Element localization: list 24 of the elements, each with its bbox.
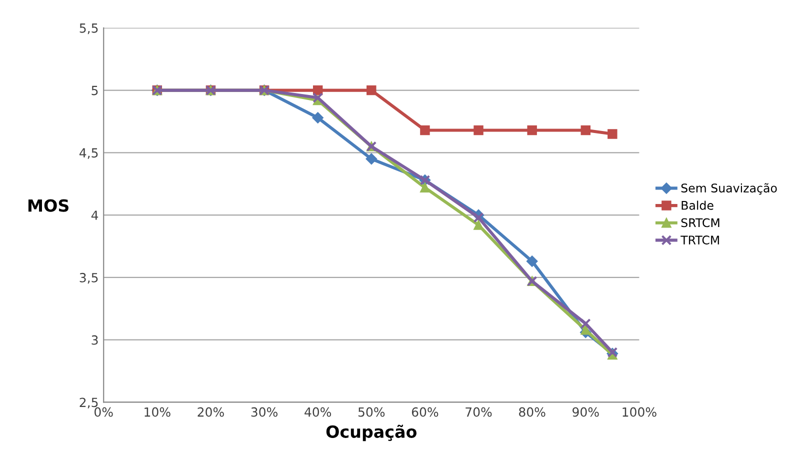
y-axis-title: MOS xyxy=(28,199,68,212)
y-tick-label: 5 xyxy=(92,86,98,96)
y-tick-label: 2,5 xyxy=(80,398,98,408)
x-tick-label: 30% xyxy=(251,407,278,417)
x-tick-label: 90% xyxy=(572,407,599,417)
x-tick-label: 80% xyxy=(519,407,546,417)
x-tick-label: 70% xyxy=(466,407,492,417)
y-tick-label: 5,5 xyxy=(80,24,98,34)
legend-label: SRTCM xyxy=(681,218,720,228)
x-tick-label: 60% xyxy=(412,407,438,417)
y-tick-label: 4 xyxy=(91,210,98,220)
y-tick-label: 4,5 xyxy=(79,148,98,159)
x-tick-label: 40% xyxy=(304,407,332,417)
x-tick-label: 50% xyxy=(358,407,385,417)
x-tick-label: 100% xyxy=(622,407,656,417)
y-tick-label: 3 xyxy=(92,335,98,345)
legend-label: Sem Suavização xyxy=(681,183,777,195)
x-tick-label: 20% xyxy=(198,407,224,417)
legend-label: TRTCM xyxy=(680,236,719,244)
y-tick-label: 3,5 xyxy=(80,272,98,284)
x-tick-label: 0% xyxy=(94,407,113,417)
x-tick-label: 10% xyxy=(144,407,170,417)
legend-label: Balde xyxy=(682,200,714,210)
x-axis-title: Ocupação xyxy=(326,424,417,442)
